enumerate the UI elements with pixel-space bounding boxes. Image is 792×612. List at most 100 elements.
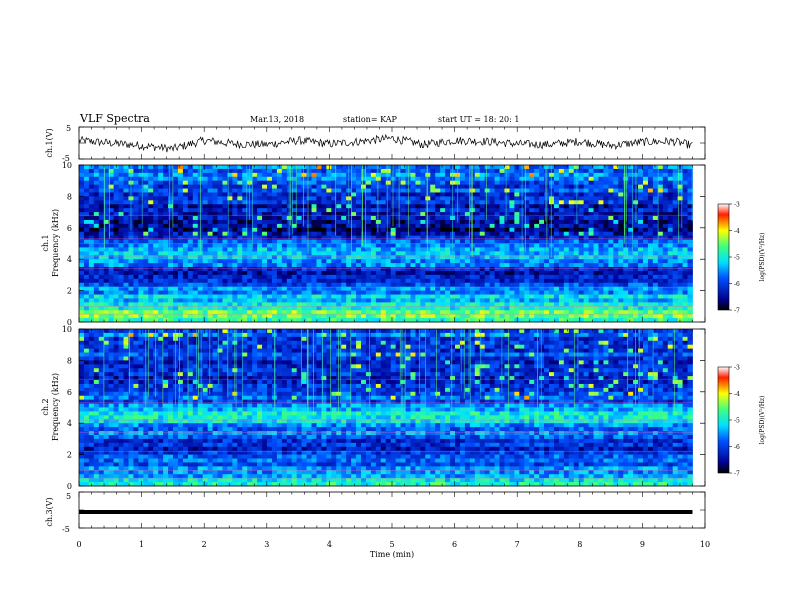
spectrogram-cell [618,267,624,272]
spectrogram-cell [558,172,565,178]
spectrogram-cell [479,227,486,233]
spectrogram-cell [316,278,322,284]
spectrogram-cell [524,274,530,280]
spectrogram-cell [351,302,357,307]
spectrogram-cell [202,239,209,244]
spectrogram-cell [504,239,510,244]
spectrogram-cell [242,294,248,299]
spectrogram-cell [267,278,273,284]
spectrogram-cell [657,298,664,303]
spectrogram-cell [509,294,515,299]
spectrogram-cell [469,267,476,272]
spectrogram-cell [257,184,263,189]
spectrogram-cell [187,168,194,174]
spectrogram-cell [143,165,149,170]
spectrogram-cell [79,302,85,307]
spectrogram-cell [281,267,288,272]
spectrogram-cell [237,310,243,315]
spectrogram-cell [361,212,367,217]
spectrogram-cell [410,247,416,252]
spectrogram-cell [365,263,372,268]
spectrogram-cell [628,263,634,268]
spectrogram-cell [123,180,129,186]
spectrogram-cell [143,290,149,295]
spectrogram-cell [459,165,466,170]
spectrogram-cell [459,239,466,244]
spectrogram-cell [336,306,342,311]
spectrogram-cell [291,243,298,248]
spectrogram-cell [336,180,342,186]
spectrogram-cell [430,278,436,284]
spectrogram-cell [375,196,382,201]
spectrogram-cell [202,168,209,174]
spectrogram-cell [133,286,139,292]
spectrogram-cell [494,180,500,186]
spectrogram-cell [356,172,362,178]
spectrogram-cell [336,251,342,256]
spectrogram-cell [573,247,580,252]
spectrogram-cell [415,235,421,240]
spectrogram-cell [677,267,683,272]
spectrogram-cell [687,208,693,213]
spectrogram-cell [534,231,540,237]
spectrogram-cell [375,180,382,186]
spectrogram-cell [148,310,154,315]
spectrogram-cell [83,212,90,217]
spectrogram-cell [346,314,352,319]
spectrogram-cell [568,251,575,256]
spectrogram-cell [271,274,278,280]
spectrogram-cell [553,172,560,178]
spectrogram-cell [262,298,268,303]
spectrogram-cell [578,259,585,264]
spectrogram-cell [271,286,278,292]
spectrogram-cell [301,196,307,201]
spectrogram-cell [687,270,693,276]
spectrogram-cell [563,168,570,174]
spectrogram-cell [553,286,560,292]
spectrogram-cell [93,196,100,201]
spectrogram-cell [341,227,347,233]
spectrogram-cell [321,168,327,174]
spectrogram-cell [153,188,159,193]
spectrogram-cell [271,294,278,299]
spectrogram-cell [262,212,268,217]
spectrogram-cell [415,278,421,284]
spectrogram-cell [252,231,258,237]
spectrogram-cell [608,239,614,244]
spectrogram-cell [168,235,174,240]
spectrogram-cell [375,270,382,276]
spectrogram-cell [623,278,629,284]
spectrogram-cell [267,306,273,311]
spectrogram-cell [682,235,688,240]
spectrogram-cell [331,274,337,280]
spectrogram-cell [227,274,233,280]
spectrogram-cell [425,267,431,272]
spectrogram-cell [247,247,253,252]
spectrogram-cell [390,200,397,205]
spectrogram-cell [504,180,510,186]
spectrogram-cell [687,235,693,240]
spectrogram-cell [647,259,654,264]
spectrogram-cell [123,270,129,276]
spectrogram-cell [173,314,179,319]
spectrogram-cell [524,270,530,276]
spectrogram-cell [153,290,159,295]
spectrogram-cell [173,184,179,189]
spectrogram-cell [385,231,392,237]
spectrogram-cell [558,247,565,252]
spectrogram-cell [365,223,372,229]
spectrogram-cell [549,196,555,201]
spectrogram-cell [667,176,674,182]
spectrogram-cell [232,247,238,252]
spectrogram-cell [400,184,406,189]
spectrogram-cell [113,255,119,260]
spectrogram-cell [168,298,174,303]
spectrogram-cell [197,274,204,280]
spectrogram-cell [657,243,664,248]
spectrogram-cell [672,243,679,248]
spectrogram-cell [252,180,258,186]
spectrogram-cell [410,286,416,292]
spectrogram-cell [187,212,194,217]
spectrogram-cell [657,278,664,284]
spectrogram-cell [489,231,495,237]
